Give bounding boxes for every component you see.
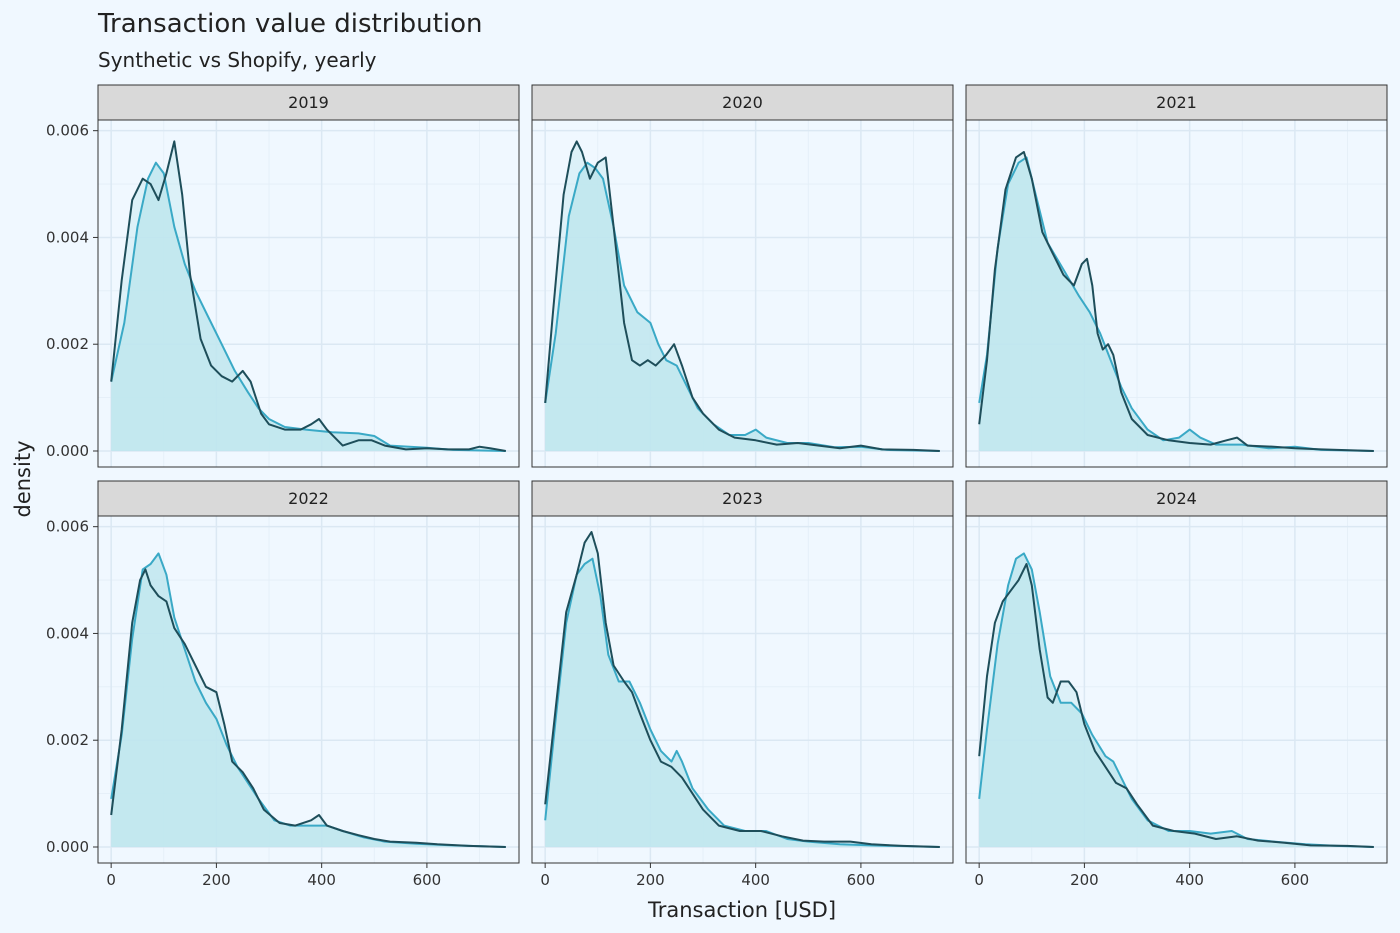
density-area-light: [111, 162, 506, 451]
y-tick-label: 0.004: [46, 228, 89, 246]
x-tick-label: 200: [636, 871, 665, 889]
facet-panels: 2019 0.000 0.002 0.004 0.006 2020 2021 2022 0.00…: [46, 84, 1388, 889]
x-tick-label: 600: [847, 871, 876, 889]
density-area-light: [545, 162, 940, 451]
density-area-dark: [545, 141, 940, 451]
density-area-light: [545, 558, 940, 847]
x-tick-label: 200: [202, 871, 231, 889]
x-axis-title: Transaction [USD]: [647, 898, 836, 922]
facet-strip-label: 2019: [288, 93, 329, 112]
density-line-light: [110, 161, 506, 452]
density-line-light: [978, 156, 1374, 452]
facet-strip-label: 2023: [722, 489, 763, 508]
chart-subtitle: Synthetic vs Shopify, yearly: [98, 48, 377, 72]
facet-strip: [531, 84, 954, 121]
density-area-dark: [111, 569, 506, 847]
panel-border: [531, 119, 954, 468]
x-tick-label: 400: [307, 871, 336, 889]
density-area-dark: [545, 532, 940, 847]
panel-border: [965, 515, 1388, 864]
y-tick-label: 0.002: [46, 335, 89, 353]
x-tick-label: 400: [1175, 871, 1204, 889]
x-tick-label: 0: [106, 871, 116, 889]
density-line-dark: [544, 140, 940, 452]
y-tick-label: 0.004: [46, 624, 89, 642]
y-tick-label: 0.006: [46, 122, 89, 140]
facet-strip: [531, 480, 954, 517]
facet-strip-label: 2024: [1156, 489, 1197, 508]
facet-panel-2024: 2024 0 200 400 600: [965, 480, 1388, 889]
panel-border: [97, 119, 520, 468]
x-tick-label: 600: [413, 871, 442, 889]
facet-strip-label: 2021: [1156, 93, 1197, 112]
panel-border: [531, 515, 954, 864]
facet-panel-2019: 2019 0.000 0.002 0.004 0.006: [46, 84, 520, 468]
y-tick-label: 0.002: [46, 731, 89, 749]
y-tick-label: 0.000: [46, 442, 89, 460]
y-axis-title: density: [11, 441, 35, 518]
density-line-dark: [544, 531, 940, 848]
density-line-dark: [110, 568, 506, 848]
facet-panel-2021: 2021: [965, 84, 1388, 468]
facet-strip-label: 2020: [722, 93, 763, 112]
facet-strip: [97, 84, 520, 121]
density-area-dark: [111, 141, 506, 451]
facet-panel-2022: 2022 0.000 0.002 0.004 0.006 0 200 400 600: [46, 480, 520, 889]
density-area-dark: [979, 152, 1374, 451]
density-area-dark: [979, 564, 1374, 847]
chart-title: Transaction value distribution: [97, 9, 482, 39]
density-line-dark: [978, 151, 1374, 452]
facet-strip: [965, 480, 1388, 517]
x-tick-label: 200: [1070, 871, 1099, 889]
density-area-light: [111, 553, 506, 847]
y-tick-label: 0.000: [46, 838, 89, 856]
facet-panel-2020: 2020: [531, 84, 954, 468]
facet-panel-2023: 2023 0 200 400 600: [531, 480, 954, 889]
facet-strip: [97, 480, 520, 517]
panel-border: [97, 515, 520, 864]
x-tick-label: 400: [741, 871, 770, 889]
density-line-dark: [110, 140, 506, 452]
facet-strip-label: 2022: [288, 489, 329, 508]
density-line-dark: [978, 563, 1374, 848]
x-tick-label: 0: [974, 871, 984, 889]
x-tick-label: 0: [540, 871, 550, 889]
density-area-light: [979, 553, 1374, 847]
facet-strip: [965, 84, 1388, 121]
density-area-light: [979, 157, 1374, 451]
y-tick-label: 0.006: [46, 518, 89, 536]
panel-border: [965, 119, 1388, 468]
density-line-light: [978, 552, 1374, 848]
x-tick-label: 600: [1281, 871, 1310, 889]
